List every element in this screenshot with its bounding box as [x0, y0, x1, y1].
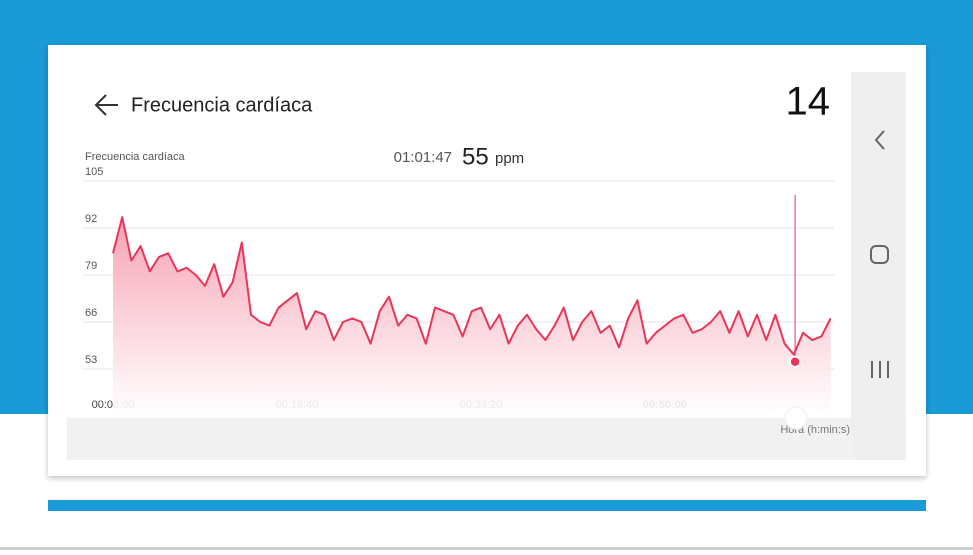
series-line	[112, 216, 832, 356]
step-counter: 14	[786, 80, 831, 124]
slider-handle[interactable]	[784, 406, 808, 430]
y-tick-label: 105	[85, 166, 103, 178]
cursor-time: 01:01:47	[394, 149, 452, 166]
y-tick-label: 66	[85, 307, 97, 319]
nav-home[interactable]	[870, 245, 889, 264]
area-fill	[113, 217, 831, 416]
y-axis-title: Frecuencia cardíaca	[85, 151, 186, 163]
nav-back[interactable]	[874, 130, 885, 150]
y-tick-label: 53	[85, 354, 97, 366]
page-title: Frecuencia cardíaca	[131, 94, 313, 116]
bottom-rule	[0, 547, 973, 550]
y-tick-label: 79	[85, 260, 97, 272]
bottom-strip	[67, 418, 906, 460]
nav-bar	[851, 72, 906, 460]
cursor-value: 55	[462, 143, 489, 170]
back-arrow[interactable]	[94, 94, 118, 116]
y-tick-label: 92	[85, 213, 97, 225]
cursor-dot	[789, 356, 801, 368]
blue-bar	[48, 500, 926, 511]
nav-recent[interactable]	[871, 361, 889, 378]
cursor-unit: ppm	[495, 150, 524, 167]
